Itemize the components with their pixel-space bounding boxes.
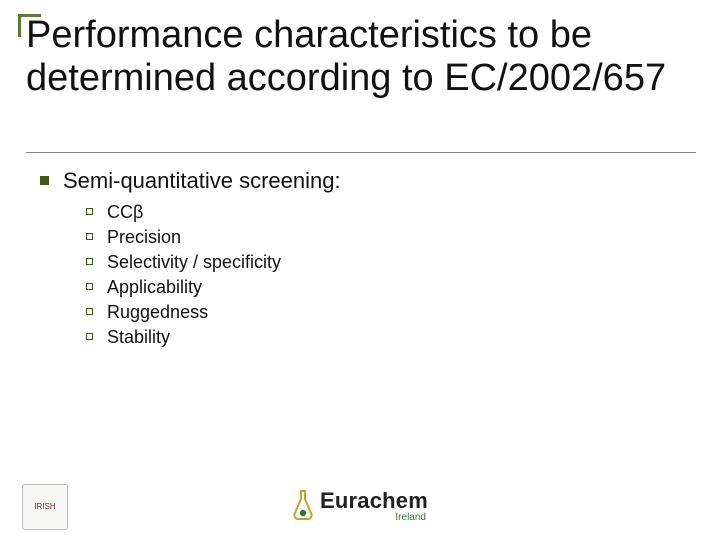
eurachem-logo: Eurachem Ireland xyxy=(292,489,428,523)
slide: Performance characteristics to be determ… xyxy=(0,0,720,540)
title-underline xyxy=(26,152,696,153)
bullet-level1: Semi-quantitative screening: xyxy=(40,168,690,194)
list-item-text: Applicability xyxy=(107,277,202,298)
hollow-square-bullet-icon xyxy=(86,308,93,315)
square-bullet-icon xyxy=(40,176,49,185)
list-item: Selectivity / specificity xyxy=(86,252,690,273)
eurachem-flask-icon xyxy=(292,489,314,523)
slide-body: Semi-quantitative screening: CCβ Precisi… xyxy=(40,168,690,352)
hollow-square-bullet-icon xyxy=(86,258,93,265)
eurachem-sub-label: Ireland xyxy=(395,513,426,523)
footer: Eurachem Ireland xyxy=(0,482,720,530)
slide-title: Performance characteristics to be determ… xyxy=(26,14,696,99)
list-item: Stability xyxy=(86,327,690,348)
list-item: CCβ xyxy=(86,202,690,223)
list-item: Applicability xyxy=(86,277,690,298)
list-item-text: Selectivity / specificity xyxy=(107,252,281,273)
hollow-square-bullet-icon xyxy=(86,283,93,290)
eurachem-text: Eurachem Ireland xyxy=(320,490,428,523)
eurachem-main-label: Eurachem xyxy=(320,490,428,512)
level1-text: Semi-quantitative screening: xyxy=(63,168,341,194)
level2-list: CCβ Precision Selectivity / specificity … xyxy=(86,202,690,348)
hollow-square-bullet-icon xyxy=(86,333,93,340)
list-item: Ruggedness xyxy=(86,302,690,323)
list-item-text: Precision xyxy=(107,227,181,248)
list-item: Precision xyxy=(86,227,690,248)
hollow-square-bullet-icon xyxy=(86,208,93,215)
list-item-text: Stability xyxy=(107,327,170,348)
list-item-text: Ruggedness xyxy=(107,302,208,323)
list-item-text: CCβ xyxy=(107,202,143,223)
hollow-square-bullet-icon xyxy=(86,233,93,240)
